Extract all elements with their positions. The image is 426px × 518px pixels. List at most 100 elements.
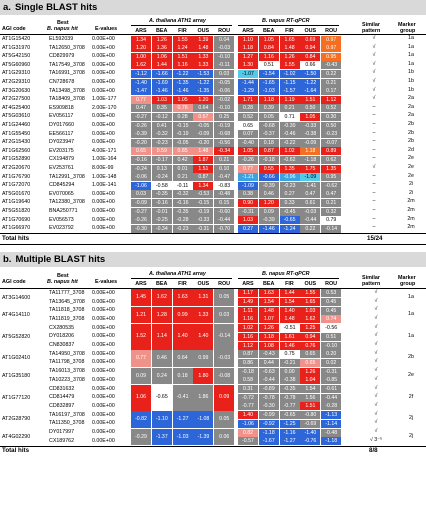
expression-cell: 1.02: [279, 147, 300, 156]
qpcr-expression-cell: -0.99: [258, 411, 279, 420]
bn-qpcr-header: B. napus RT-qPCR: [262, 270, 310, 277]
section-b-bar: b. Multiple BLAST hits: [0, 251, 426, 267]
marker-group: 2a: [408, 112, 414, 119]
similar-pattern-mark: √: [372, 52, 376, 59]
similar-pattern-mark: √: [372, 35, 376, 41]
expression-cell: 0.61: [300, 198, 321, 207]
expression-cell: -0.30: [279, 121, 300, 130]
qpcr-expression-cell: -1.40: [300, 428, 321, 437]
expression-cell: 1.20: [258, 198, 279, 207]
expression-cell: 1.71: [238, 95, 258, 104]
expression-cell: 1.20: [193, 95, 214, 104]
expression-cell: 0.05: [258, 112, 279, 121]
qpcr-expression-cell: -0.89: [258, 385, 279, 394]
qpcr-expression-cell: 0.94: [300, 332, 321, 341]
similar-pattern-mark: √: [374, 401, 378, 408]
agi-code: AT2G20670: [2, 165, 31, 171]
bnapus-hit: TA11777_3708: [49, 289, 85, 296]
expression-cell: 0.28: [238, 104, 258, 113]
expression-cell: -0.16: [151, 198, 172, 207]
expression-cell: -0.33: [300, 121, 321, 130]
expression-cell: -1.64: [300, 87, 321, 96]
array-expression-cell: 1.21: [131, 306, 151, 324]
expression-cell: 0.03: [131, 190, 151, 199]
array-expression-cell: 0.05: [214, 289, 235, 307]
array-expression-cell: -1.03: [172, 428, 193, 446]
expression-cell: 0.22: [300, 224, 321, 233]
pattern-header: pattern: [362, 280, 381, 287]
expression-cell: -1.15: [279, 78, 300, 87]
similar-pattern-mark: –: [372, 121, 376, 127]
agi-code: AT1G29310: [2, 70, 31, 77]
evalue: 0.00E+00: [92, 411, 115, 418]
qpcr-expression-cell: 1.46: [279, 341, 300, 350]
qpcr-expression-cell: 1.63: [258, 289, 279, 298]
marker-group: 1a: [408, 60, 414, 67]
evalue: 0.00E+00: [92, 333, 115, 340]
expression-cell: 0.89: [321, 147, 342, 156]
similar-pattern-mark: –: [372, 172, 376, 179]
marker-group: 1b: [408, 69, 414, 76]
expression-cell: 0.67: [193, 112, 214, 121]
total-hits-value: 15/24: [367, 234, 383, 242]
marker-group: 1a: [408, 293, 414, 300]
bnapus-hit: TA18409_3708: [49, 96, 85, 103]
expression-cell: 0.47: [321, 190, 342, 199]
expression-cell: 1.19: [279, 95, 300, 104]
expression-cell: 0.21: [321, 78, 342, 87]
expression-cell: 0.30: [321, 112, 342, 121]
array-expression-cell: 1.40: [172, 324, 193, 350]
bnapus-hit: DY018206: [49, 333, 75, 340]
agi-code: AT1G31970: [2, 44, 31, 51]
marker-group: 2j: [408, 432, 414, 439]
marker-group: 2f: [408, 393, 414, 400]
expression-cell: 1.48: [279, 44, 300, 53]
expression-cell: -0.07: [321, 138, 342, 147]
expression-cell: -0.01: [151, 207, 172, 216]
expression-cell: -0.28: [172, 216, 193, 225]
expression-cell: 1.33: [193, 52, 214, 61]
expression-cell: -0.35: [172, 207, 193, 216]
expression-cell: 1.51: [193, 164, 214, 173]
qpcr-expression-cell: 1.03: [300, 306, 321, 315]
qpcr-expression-cell: -1.25: [279, 419, 300, 428]
agi-code: AT4G02290: [2, 433, 31, 440]
evalue: 0.00E+00: [92, 307, 115, 314]
similar-pattern-mark: √: [372, 78, 376, 84]
array-expression-cell: 1.31: [193, 289, 214, 307]
qpcr-expression-cell: 0.31: [238, 385, 258, 394]
agi-code: AT5G60960: [2, 61, 31, 68]
expression-cell: 0.47: [300, 190, 321, 199]
expression-cell: -0.96: [279, 173, 300, 182]
marker-group: 1b: [408, 78, 414, 84]
array-expression-cell: 1.06: [131, 385, 151, 411]
evalue: 0.00E+00: [92, 315, 115, 322]
expression-cell: -0.15: [193, 198, 214, 207]
bnapus-hit: CD829979: [49, 53, 75, 60]
array-expression-cell: 1.52: [131, 324, 151, 350]
marker-group: 2e: [408, 172, 414, 179]
section-a-bottom-rule: [0, 233, 426, 235]
qpcr-expression-cell: 1.18: [258, 332, 279, 341]
array-expression-cell: 1.45: [131, 289, 151, 307]
expression-cell: -0.38: [300, 130, 321, 139]
expression-cell: 0.39: [258, 104, 279, 113]
array-expression-cell: 0.09: [131, 367, 151, 385]
bnapus-hit: TA10223_3708: [49, 376, 85, 383]
array-expression-cell: 0.18: [172, 367, 193, 385]
b-col-header-ars: ARS: [242, 280, 254, 287]
evalue: 0.00E+00: [92, 385, 115, 392]
expression-cell: 1.62: [131, 61, 151, 70]
expression-cell: 0.01: [172, 164, 193, 173]
marker-group: 2e: [408, 371, 414, 378]
evalue: 0.00E+00: [92, 113, 115, 120]
bnapus-hit: EV203175: [49, 147, 74, 154]
expression-cell: 1.55: [172, 35, 193, 44]
b-col-header-bea: BEA: [156, 280, 168, 287]
marker-group: 2d: [408, 146, 414, 153]
expression-cell: 1.26: [279, 52, 300, 61]
agi-code: AT5G01670: [2, 190, 31, 197]
best-header: Best: [57, 20, 69, 26]
expression-cell: -0.46: [279, 130, 300, 139]
evalue: 0.00E+00: [92, 70, 115, 77]
